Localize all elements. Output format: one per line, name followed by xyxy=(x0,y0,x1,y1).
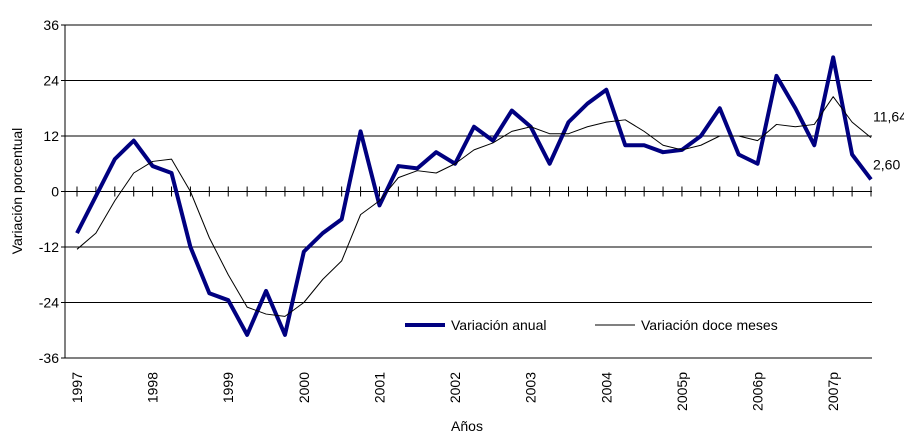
legend-label: Variación doce meses xyxy=(641,317,778,333)
x-axis-label: Años xyxy=(451,418,483,434)
x-tick-label: 2003 xyxy=(523,372,539,403)
x-tick-label: 2000 xyxy=(296,372,312,403)
y-tick-label: -24 xyxy=(39,295,59,311)
y-tick-label: 12 xyxy=(43,128,59,144)
data-label: 11,64 xyxy=(873,109,904,125)
series-line xyxy=(76,96,872,317)
x-tick-label: 2006p xyxy=(750,372,766,411)
x-tick-label: 2005p xyxy=(674,372,690,411)
legend-label: Variación anual xyxy=(451,317,546,333)
data-label: 2,60 xyxy=(873,156,900,172)
series-line xyxy=(75,55,873,337)
y-tick-label: 24 xyxy=(43,73,59,89)
y-tick-label: 36 xyxy=(43,17,59,33)
x-tick-label: 2001 xyxy=(371,372,387,403)
x-tick-label: 2007p xyxy=(825,372,841,411)
y-axis-label: Variación porcentual xyxy=(9,128,25,255)
y-tick-label: -36 xyxy=(39,350,59,366)
x-tick-label: 1998 xyxy=(145,372,161,403)
y-tick-label: -12 xyxy=(39,239,59,255)
y-tick-label: 0 xyxy=(51,184,59,200)
x-tick-label: 1999 xyxy=(220,372,236,403)
x-tick-label: 1997 xyxy=(69,372,85,403)
x-tick-label: 2002 xyxy=(447,372,463,403)
x-tick-label: 2004 xyxy=(598,372,614,403)
